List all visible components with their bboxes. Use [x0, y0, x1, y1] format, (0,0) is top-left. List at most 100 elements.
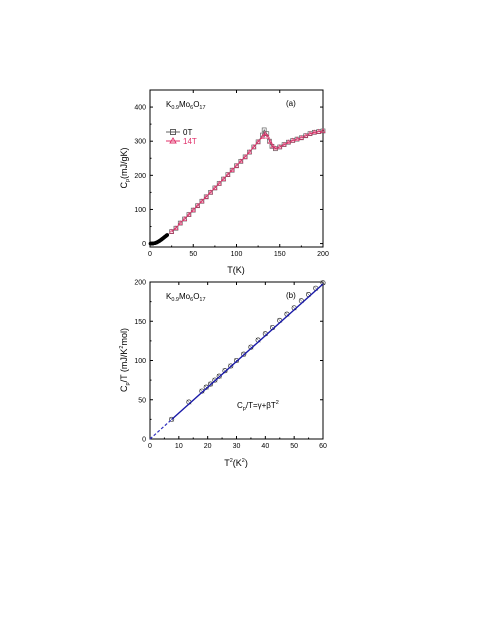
- panel-a-point-14t: [270, 143, 276, 149]
- panel-a-label: (a): [286, 99, 296, 108]
- panel-a-sample-label: K0.9Mo6O17: [166, 100, 206, 111]
- xb-rest: (K: [233, 458, 242, 468]
- legend-14t-text: 14T: [183, 137, 197, 146]
- xb-main: T: [224, 458, 230, 468]
- eq-sup: 2: [276, 400, 279, 406]
- panel-b-fit-line: [171, 283, 324, 421]
- panel-b-point: [212, 377, 218, 383]
- panel-a-x-tick-label: 50: [189, 251, 197, 258]
- panel-a-x-tick-label: 200: [317, 251, 329, 258]
- sample-b-mo: Mo: [179, 292, 191, 301]
- panel-a-point-14t: [277, 144, 283, 149]
- ya-main: C: [119, 182, 129, 189]
- panel-a-x-tick-label: 150: [274, 251, 286, 258]
- panel-a-point-14t: [233, 162, 240, 168]
- yb-sup: 2: [119, 346, 125, 349]
- panel-a-point-lowT: [165, 233, 170, 237]
- panel-a-point-14t: [311, 129, 317, 135]
- panel-b-point: [228, 363, 234, 369]
- panel-b-ticks: 0 10 20 30 40 50 60 0 50 100 150 200: [134, 280, 327, 451]
- panel-b-point: [233, 357, 240, 364]
- panel-b-y-tick-label: 50: [138, 397, 146, 404]
- sample-k-sub: 0.9: [171, 105, 179, 111]
- panel-a-point-14t: [212, 185, 218, 190]
- panel-b-point-cross: [199, 388, 205, 394]
- eq-rest: /T=γ+βT: [246, 401, 276, 410]
- panel-a-point-14t: [199, 198, 205, 204]
- eq-main: C: [237, 401, 243, 410]
- panel-a-y-tick-label: 300: [134, 139, 146, 146]
- panel-b-x-tick-label: 60: [319, 443, 327, 450]
- panel-a-point-14t: [203, 193, 209, 199]
- panel-b-point: [320, 280, 326, 286]
- panel-b-point-cross: [320, 280, 326, 286]
- panel-a-point-14t: [267, 139, 273, 144]
- sample-mo-sub: 6: [190, 105, 193, 111]
- sample-mo: Mo: [179, 100, 191, 109]
- panel-b-x-tick-label: 20: [204, 443, 212, 450]
- sample-b-o-sub: 17: [199, 297, 205, 303]
- panel-b-point: [241, 351, 247, 357]
- panel-b-y-tick-label: 0: [142, 437, 146, 444]
- panel-a-x-tick-label: 0: [148, 251, 152, 258]
- sample-b-mo-sub: 6: [190, 297, 193, 303]
- xb-end: ): [245, 458, 248, 468]
- yb-main: C: [119, 385, 129, 392]
- legend-0t-marker: [170, 129, 176, 135]
- yb-rest: /T (mJ/K: [119, 349, 129, 383]
- panel-b-x-tick-label: 40: [261, 443, 269, 450]
- panel-b-point-cross: [248, 344, 254, 350]
- panel-a-y-tick-label: 100: [134, 207, 146, 214]
- panel-a-point-14t: [216, 180, 222, 186]
- panel-b-y-tick-label: 100: [134, 358, 146, 365]
- sample-o: O: [193, 100, 199, 109]
- panel-a-point-14t: [298, 134, 304, 140]
- panel-a-x-title: T(K): [227, 265, 245, 275]
- panel-a-point-14t: [307, 130, 313, 136]
- panel-b-x-tick-label: 10: [175, 443, 183, 450]
- panel-b-x-tick-label: 0: [148, 443, 152, 450]
- panel-a-point-14t: [272, 145, 278, 151]
- panel-b-y-title: Cp/T (mJ/K2mol): [119, 328, 131, 392]
- yb-end: mol): [119, 328, 129, 346]
- panel-a-point-14t: [294, 136, 300, 141]
- panel-a-point-14t: [221, 176, 227, 181]
- panel-a-x-tick-label: 100: [231, 251, 243, 258]
- ya-rest: (mJ/gK): [119, 147, 129, 179]
- panel-b-point-cross: [222, 368, 228, 374]
- panel-a-point-14t: [316, 128, 322, 134]
- panel-a: 0 50 100 150 200 0 100 200 300 400 (a) K0.9Mo6O17…: [119, 89, 329, 275]
- panel-b-equation: Cp/T=γ+βT2: [237, 400, 279, 412]
- legend-0t-text: 0T: [183, 128, 192, 137]
- panel-a-point-14t: [177, 220, 183, 225]
- panel-a-point-14t: [229, 167, 235, 173]
- panel-a-point-14t: [255, 139, 261, 144]
- panel-a-y-title: Cp(mJ/gK): [119, 147, 131, 188]
- panel-b-x-title: T2(K2): [224, 458, 248, 468]
- panel-b-x-tick-label: 30: [233, 443, 241, 450]
- panel-a-point-14t: [195, 202, 201, 208]
- panel-a-legend: 0T 14T: [166, 128, 197, 146]
- panel-a-point-14t: [246, 149, 252, 154]
- xb-sup: 2: [230, 458, 233, 464]
- panel-b-y-tick-label: 150: [134, 319, 146, 326]
- panel-a-point-14t: [169, 228, 175, 234]
- panel-a-point-14t: [242, 154, 248, 159]
- eq-sub: p: [243, 406, 246, 412]
- legend-14t-marker: [169, 137, 177, 144]
- yb-sub: p: [125, 382, 131, 385]
- panel-b-label: (b): [286, 291, 296, 300]
- ya-sub: p: [125, 179, 131, 182]
- panel-a-marks: [148, 127, 326, 246]
- panel-a-point-14t: [182, 216, 188, 221]
- xb-sup2: 2: [242, 458, 245, 464]
- panel-b-point: [169, 416, 175, 422]
- panel-b-x-tick-label: 50: [290, 443, 298, 450]
- panel-a-point-14t: [290, 137, 296, 143]
- panel-a-y-tick-label: 0: [142, 241, 146, 248]
- panel-a-point-14t: [265, 133, 271, 139]
- panel-b-point-cross: [203, 384, 209, 390]
- sample-k: K: [166, 100, 172, 109]
- panel-b-point: [216, 373, 222, 379]
